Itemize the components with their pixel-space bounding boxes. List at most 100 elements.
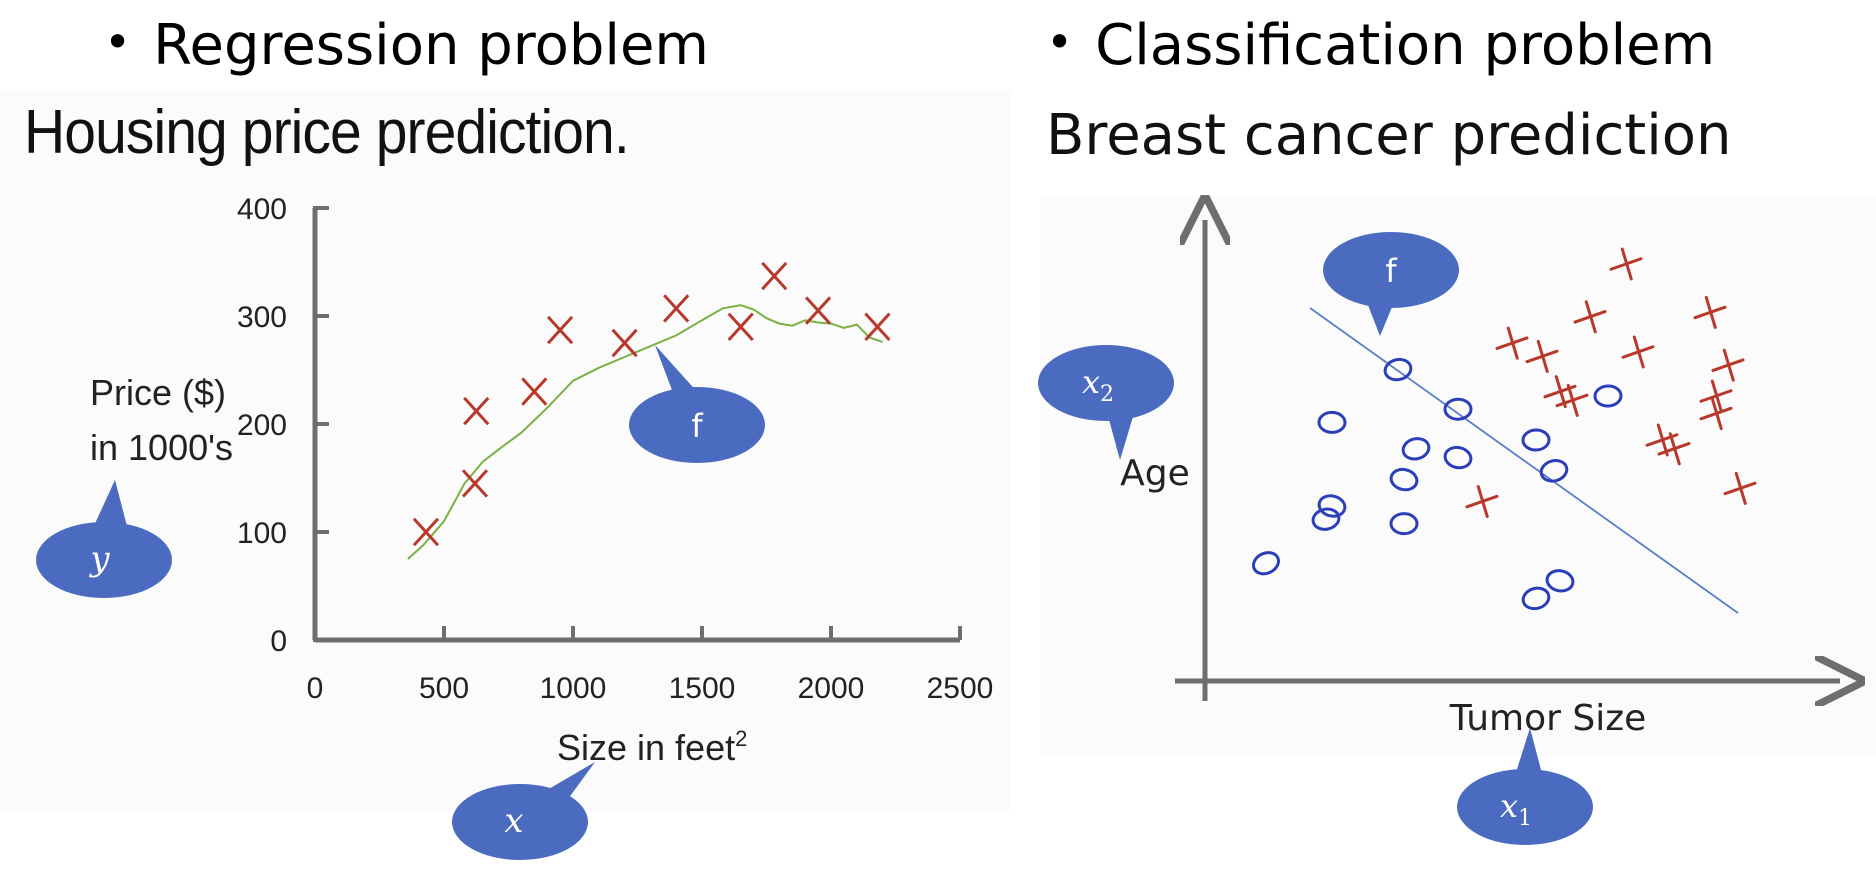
callout-x1-classification-bubble [1457,769,1593,845]
classification-benign-point [1383,357,1413,382]
cross-stroke [1554,375,1567,409]
regression-data-point [663,294,690,323]
classification-malignant-point [1693,295,1727,329]
regression-x-tick-label: 0 [307,672,324,705]
callout-x-regression-bubble [452,784,588,860]
callout-x2-subscript: 2 [1100,382,1114,407]
classification-benign-point [1401,437,1431,461]
callout-x1-classification-label: x1 [1500,787,1532,831]
cross-stroke [546,315,574,345]
cross-stroke [864,312,891,342]
cross-stroke [1704,295,1717,329]
regression-x-axis-label: Size in feet2 [557,726,747,768]
classification-benign-point [1311,507,1341,531]
callout-x-regression: x [452,762,595,860]
cross-stroke [412,517,440,547]
regression-data-point [727,312,754,342]
cross-stroke [1566,383,1579,417]
regression-data-point [546,315,574,345]
regression-subtitle: Housing price prediction. [24,98,630,167]
regression-panel-background [0,90,1010,810]
classification-benign-point [1251,551,1281,576]
classification-malignant-point [1723,471,1757,505]
callout-y-regression-bubble [36,522,172,598]
regression-data-point [864,312,891,342]
regression-fit-curve [407,304,883,560]
regression-axes [312,206,962,643]
classification-benign-point [1521,428,1551,452]
classification-benign-point [1389,512,1419,536]
regression-x-tick-label: 1000 [540,672,607,705]
classification-malignant-point [1495,326,1529,360]
classification-points [1251,247,1757,611]
regression-y-tick-label: 200 [237,409,287,442]
cross-stroke [1656,423,1669,457]
regression-y-tick-label: 400 [237,193,287,226]
cross-stroke [727,312,754,342]
cross-stroke [1722,348,1735,382]
classification-malignant-point [1465,485,1499,519]
regression-tick-labels: 0 500 1000 1500 2000 2500 0 100 200 300 400 [237,193,993,705]
classification-benign-point [1539,459,1569,483]
classification-subtitle: Breast cancer prediction [1046,103,1732,168]
cross-stroke [1476,485,1489,519]
cross-stroke [1584,300,1597,334]
callout-f-regression-bubble [629,387,765,463]
classification-benign-point [1317,494,1347,518]
regression-fit-line [407,304,883,560]
cross-stroke [663,294,690,323]
callout-x2-classification: x2 [1038,345,1174,460]
callout-x1-classification: x1 [1457,728,1593,845]
cross-stroke [804,296,832,325]
cross-stroke [761,261,788,291]
bullet-dot: • [104,15,132,69]
regression-y-tick-label: 300 [237,301,287,334]
classification-benign-point [1443,397,1473,421]
classification-benign-point [1593,384,1623,408]
regression-data-point [611,328,638,358]
classification-benign-point [1389,467,1419,492]
callout-x-regression-label: x [504,801,523,841]
decision-boundary-line [1309,307,1739,614]
cross-stroke [1632,335,1645,369]
callout-f-classification-label: f [1385,252,1397,290]
classification-malignant-point [1555,383,1589,417]
callout-x2-var: x [1082,363,1100,401]
regression-y-axis-label-line1: Price ($) [90,372,226,413]
classification-y-axis-label: Age [1120,453,1190,494]
classification-malignant-point [1573,300,1607,334]
regression-bullet: • Regression problem [104,18,709,74]
classification-x-axis-label: Tumor Size [1449,698,1647,739]
classification-malignant-point [1609,247,1643,281]
regression-x-tick-label: 2000 [798,672,865,705]
regression-x-tick-label: 1500 [669,672,736,705]
callout-f-classification: f [1323,232,1459,336]
callout-x1-var: x [1500,787,1518,825]
regression-points [412,261,891,547]
cross-stroke [521,377,548,406]
cross-stroke [463,396,490,426]
classification-malignant-point [1621,335,1655,369]
cross-stroke [461,469,489,498]
callout-f-classification-bubble [1323,232,1459,308]
regression-bullet-text: Regression problem [153,13,709,78]
cross-stroke [1506,326,1519,360]
regression-data-point [804,296,832,325]
callout-f-regression-label: f [691,407,703,445]
cross-stroke [1620,247,1633,281]
regression-y-tick-label: 100 [237,517,287,550]
regression-data-point [521,377,548,406]
cross-stroke [1668,432,1681,466]
bullet-dot: • [1046,15,1074,69]
regression-y-axis-label-line2: in 1000's [90,427,233,468]
regression-x-axis-label-text: Size in feet [557,727,735,768]
regression-data-point [461,469,489,498]
classification-benign-point [1545,569,1575,593]
classification-axes [1175,220,1840,701]
classification-malignant-point [1657,432,1691,466]
classification-malignant-point [1525,339,1559,373]
classification-malignant-point [1699,397,1733,431]
cross-stroke [1710,397,1723,431]
regression-x-tick-label: 500 [419,672,469,705]
